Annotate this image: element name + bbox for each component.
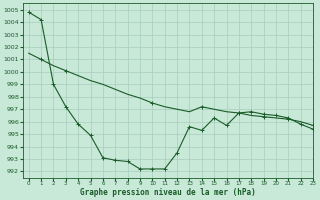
X-axis label: Graphe pression niveau de la mer (hPa): Graphe pression niveau de la mer (hPa): [80, 188, 256, 197]
